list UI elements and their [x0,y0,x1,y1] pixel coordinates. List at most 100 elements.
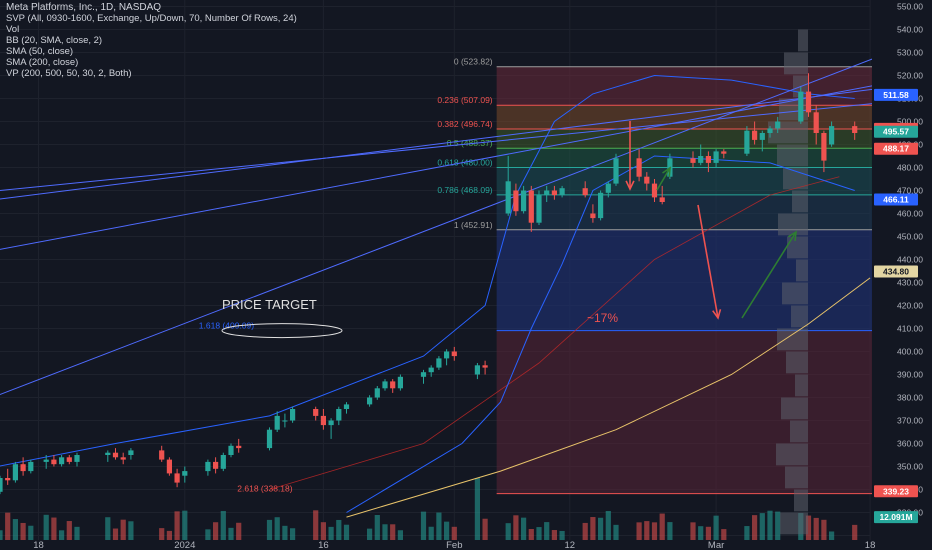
candle-body [528,190,534,223]
volume-profile-bar [768,121,808,144]
volume-bar [544,522,550,540]
price-tick: 350.00 [897,462,923,472]
fib-label: 0.786 (468.09) [437,185,492,195]
candle-body [767,128,773,133]
volume-bar [582,522,588,540]
price-tick: 380.00 [897,393,923,403]
candle-body [752,130,758,140]
volume-bar [521,517,527,540]
candle-body [51,459,57,465]
trendline [0,81,932,200]
price-tick: 450.00 [897,232,923,242]
arrow-up-short-head [662,166,671,178]
volume-bar [266,519,273,540]
candle-body [551,190,557,196]
volume-bar [659,513,665,540]
volume-bar [66,521,72,540]
volume-profile-bar [784,52,808,75]
volume-profile-bar [795,374,808,397]
candle-body [397,376,403,389]
arrow-down-long-head [712,309,722,320]
volume-bar [367,528,373,540]
price-tick: 540.00 [897,25,923,35]
volume-bar [590,517,596,540]
price-label: 434.80 [883,266,909,276]
price-tick: 430.00 [897,278,923,288]
volume-profile-bar [791,305,808,328]
candle-body [451,351,457,357]
candle-body [390,381,396,389]
candle-body [436,358,442,368]
volume-profile-bar [785,466,808,489]
candle-body [213,461,219,469]
volume-bar [752,515,758,540]
candle-body [120,457,126,460]
volume-bar [651,522,658,540]
arrow-up-long [741,231,797,319]
volume-bar [721,529,727,540]
candle-body [367,397,373,405]
indicator-vol[interactable]: Vol [6,24,20,35]
volume-bar [613,524,619,540]
date-tick: Feb [446,540,462,550]
candle-body [775,121,781,129]
indicator-vp[interactable]: VP (200, 500, 50, 30, 2, Both) [6,68,132,79]
volume-bar [767,510,773,540]
candle-body [328,420,334,426]
date-tick: 16 [318,540,329,550]
volume-bar [420,511,427,540]
indicator-svp[interactable]: SVP (All, 0930-1600, Exchange, Up/Down, … [6,13,297,24]
volume-bar [397,530,403,540]
indicator-sma200[interactable]: SMA (200, close) [6,57,79,68]
price-label-box [874,142,918,155]
volume-bar [474,478,480,540]
date-tick: 2024 [174,540,195,550]
volume-bar [667,522,673,540]
price-tick: 410.00 [897,324,923,334]
candle-body [544,190,550,196]
candle-body [0,478,3,492]
volume-profile-bar [787,236,808,259]
candle-body [690,158,696,163]
volume-profile-bar [778,213,808,236]
volume-bar [513,515,519,540]
indicator-bb[interactable]: BB (20, SMA, close, 2) [6,35,103,46]
candle-body [636,158,642,177]
trendline [0,97,932,192]
price-label-box [874,265,918,278]
volume-bar [228,527,234,540]
volume-profile-bar [796,259,808,282]
candle-body [598,192,604,219]
candle-body [805,91,812,113]
volume-bar [528,529,534,540]
volume-bar [105,517,111,540]
volume-bar [12,519,18,540]
volume-bar [482,518,488,540]
volume-bar [505,523,511,540]
fib-zone [496,128,932,149]
volume-bar [282,525,288,540]
candle-body [428,367,434,373]
candle-body [613,158,619,184]
volume-bar [328,526,334,540]
candle-body [374,388,380,398]
volume-bar [343,524,350,540]
fib-label: 1 (452.91) [454,220,493,230]
indicator-sma50[interactable]: SMA (50, close) [6,46,74,57]
candle-body [821,133,827,161]
fib-label: 2.618 (338.18) [237,484,292,494]
volume-bar [112,528,119,540]
fib-label: 0.236 (507.09) [437,95,492,105]
candle-body [290,409,296,421]
price-target-label: PRICE TARGET [222,297,317,312]
volume-bar [428,526,434,540]
candle-body [166,459,172,474]
volume-bar [829,531,835,540]
volume-bar [636,522,642,540]
price-label: 12.091M [879,512,912,522]
candle-body [336,409,342,421]
indicator-legend: Meta Platforms, Inc., 1D, NASDAQ SVP (Al… [6,2,297,79]
candle-body [59,457,65,465]
candle-body [590,213,596,219]
